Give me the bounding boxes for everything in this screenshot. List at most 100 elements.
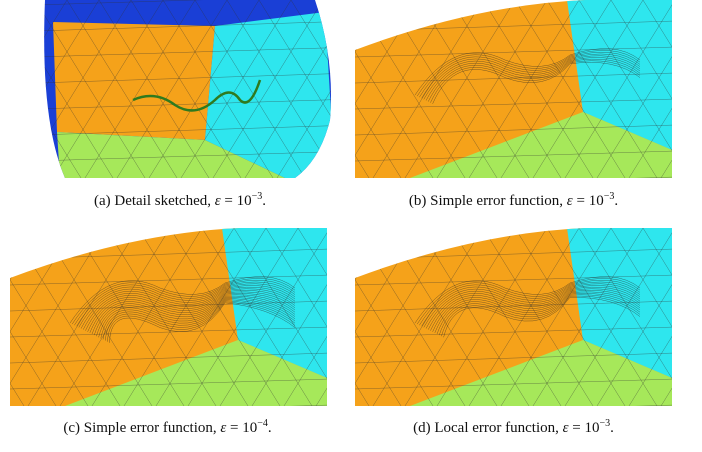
panel-image xyxy=(10,228,327,406)
mesh-edge xyxy=(355,124,672,136)
caption-text: Simple error function, xyxy=(430,193,563,209)
mesh-edge xyxy=(355,352,672,364)
detail-mesh xyxy=(416,278,641,325)
mesh-edge xyxy=(532,228,644,406)
mesh-edge xyxy=(226,0,332,178)
mesh-edge xyxy=(44,0,146,178)
mesh-edge xyxy=(0,0,3,178)
surface xyxy=(0,0,332,178)
detail-mesh xyxy=(100,298,296,339)
detail-mesh xyxy=(69,276,296,324)
mesh-edge xyxy=(137,228,249,406)
mesh-edge xyxy=(44,46,332,58)
mesh-edge xyxy=(355,98,672,110)
green-region xyxy=(65,340,327,406)
mesh-edge xyxy=(355,228,434,406)
detail-mesh xyxy=(423,55,641,100)
cyan-region xyxy=(567,0,672,150)
mesh-edge xyxy=(283,228,327,406)
detail-mesh xyxy=(78,283,296,328)
mesh-edge xyxy=(10,228,57,406)
mesh-edge xyxy=(44,0,50,178)
caption-exponent: −3 xyxy=(252,191,263,202)
detail-mesh xyxy=(93,294,296,336)
mesh-edge xyxy=(355,378,672,390)
mesh-edge xyxy=(201,228,313,406)
mesh-edge xyxy=(482,228,594,406)
caption-symbol: ε xyxy=(215,193,221,209)
mesh-edge xyxy=(44,150,332,162)
mesh-edge xyxy=(355,0,434,178)
mesh-edge xyxy=(355,176,672,178)
mesh-edge xyxy=(187,228,299,406)
mesh-edge xyxy=(564,228,672,406)
sketched-curve xyxy=(132,79,262,112)
mesh-edge xyxy=(194,0,306,178)
detail-mesh xyxy=(438,294,641,336)
caption-end: . xyxy=(268,420,272,436)
detail-mesh xyxy=(91,293,296,335)
panel-image xyxy=(0,0,332,178)
mesh-edge xyxy=(44,0,132,178)
mesh-edge xyxy=(436,228,548,406)
caption-equals: = xyxy=(572,420,580,436)
mesh-edge xyxy=(169,228,281,406)
mesh-edge xyxy=(0,0,17,178)
mesh-edge xyxy=(355,228,402,406)
mesh-edge xyxy=(10,352,327,364)
detail-mesh xyxy=(82,286,296,330)
detail-mesh xyxy=(71,278,296,325)
mesh-edge xyxy=(244,0,332,178)
detail-mesh xyxy=(96,295,296,337)
caption-text: Simple error function, xyxy=(84,420,217,436)
mesh-edge xyxy=(693,228,702,406)
mesh-edge xyxy=(148,0,260,178)
detail-mesh xyxy=(102,299,296,340)
mesh-edge xyxy=(0,0,35,178)
detail-mesh xyxy=(432,62,641,104)
mesh-edge xyxy=(44,0,82,178)
caption-exponent: −4 xyxy=(257,418,268,429)
caption-end: . xyxy=(610,420,614,436)
mesh-edge xyxy=(546,228,658,406)
detail-mesh xyxy=(432,290,641,332)
detail-mesh xyxy=(414,48,641,96)
mesh-edge xyxy=(44,20,332,32)
detail-mesh xyxy=(441,295,641,337)
detail-mesh xyxy=(85,288,296,331)
detail-mesh xyxy=(419,280,641,326)
mesh-edge xyxy=(610,228,672,406)
mesh-edge xyxy=(596,228,672,406)
detail-mesh xyxy=(443,297,641,338)
mesh-edge xyxy=(610,0,672,178)
mesh-edge xyxy=(10,228,89,406)
caption-exponent: −3 xyxy=(604,191,615,202)
mesh-edge xyxy=(355,404,672,406)
mesh-edge xyxy=(219,228,327,406)
caption-end: . xyxy=(614,193,618,209)
mesh-edge xyxy=(251,228,327,406)
caption-text: Local error function, xyxy=(434,420,559,436)
caption-label: (b) xyxy=(409,193,427,209)
mesh-edge xyxy=(10,378,327,390)
mesh-edge xyxy=(355,150,672,162)
detail-mesh xyxy=(89,291,296,333)
mesh-edge xyxy=(44,72,332,84)
detail-mesh xyxy=(427,58,641,102)
detail-mesh xyxy=(414,276,641,324)
caption-base: 10 xyxy=(237,193,252,209)
caption-end: . xyxy=(262,193,266,209)
detail-mesh xyxy=(109,302,296,343)
mesh-edge xyxy=(290,0,332,178)
mesh-edge xyxy=(450,0,562,178)
mesh-edge xyxy=(162,0,274,178)
detail-mesh xyxy=(434,291,641,333)
mesh-edge xyxy=(355,46,672,58)
mesh-edge xyxy=(265,228,327,406)
caption-exponent: −3 xyxy=(600,418,611,429)
mesh-edge xyxy=(468,0,580,178)
detail-mesh xyxy=(425,285,641,329)
detail-mesh xyxy=(104,300,296,341)
mesh-edge xyxy=(372,228,484,406)
